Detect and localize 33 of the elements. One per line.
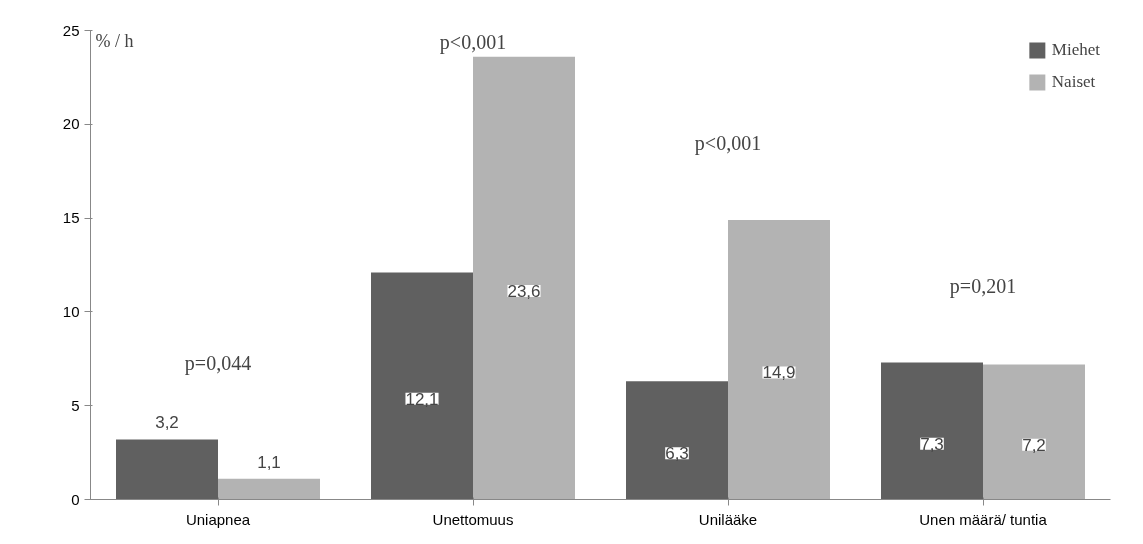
- legend-label: Miehet: [1051, 40, 1100, 60]
- annotation: p<0,001: [694, 132, 762, 156]
- bar: [371, 272, 473, 500]
- bar: [983, 364, 1085, 500]
- annotation: p=0,044: [184, 351, 252, 375]
- data-label: 3,2: [155, 413, 179, 433]
- legend-label: Naiset: [1051, 72, 1096, 92]
- bar: [218, 478, 320, 500]
- y-tick-label: 10: [62, 302, 80, 320]
- y-tick-label: 5: [71, 396, 80, 414]
- bar: [881, 362, 983, 500]
- y-tick-label: 25: [62, 21, 80, 39]
- y-tick-label: 0: [71, 490, 80, 508]
- y-tick-label: 20: [62, 115, 80, 133]
- x-tick-label: Unilääke: [698, 510, 758, 528]
- bar: [626, 381, 728, 500]
- y-axis-title: % / h: [95, 30, 134, 51]
- bar: [473, 56, 575, 500]
- x-tick-label: Unettomuus: [432, 510, 514, 528]
- annotation: p=0,201: [949, 274, 1017, 298]
- data-label: 23,6: [507, 281, 541, 301]
- bar: [116, 439, 218, 500]
- bar: [728, 219, 830, 500]
- data-label: 7,3: [920, 434, 944, 454]
- data-label: 1,1: [257, 452, 281, 472]
- x-tick-label: Unen määrä/ tuntia: [919, 510, 1048, 528]
- annotation: p<0,001: [439, 31, 507, 55]
- data-label: 12,1: [405, 389, 439, 409]
- data-label: 14,9: [762, 363, 796, 383]
- data-label: 6,3: [665, 444, 689, 464]
- data-label: 7,2: [1022, 435, 1046, 455]
- y-tick-label: 15: [62, 209, 80, 227]
- x-tick-label: Uniapnea: [185, 510, 251, 528]
